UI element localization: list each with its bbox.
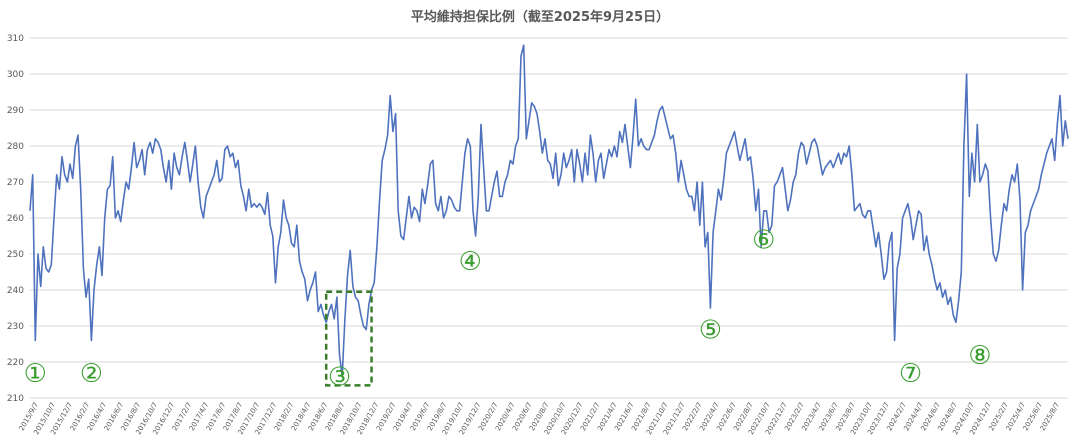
annotation-marker: ⑤	[699, 316, 722, 346]
annotation-marker: ①	[24, 359, 47, 389]
annotation-marker: ⑦	[899, 359, 922, 389]
y-tick-label: 280	[7, 142, 24, 152]
highlight-box	[324, 290, 373, 387]
chart-title: 平均維持担保比例（截至2025年9月25日）	[410, 10, 670, 25]
y-tick-label: 310	[7, 34, 24, 44]
y-tick-label: 270	[7, 178, 24, 188]
annotation-marker: ⑧	[968, 341, 991, 371]
y-tick-label: 230	[7, 322, 24, 332]
y-tick-label: 260	[7, 214, 24, 224]
y-tick-label: 250	[7, 250, 24, 260]
y-tick-label: 220	[7, 358, 24, 368]
y-tick-label: 300	[7, 70, 24, 80]
annotation-marker: ②	[80, 359, 103, 389]
y-tick-label: 240	[7, 286, 24, 296]
annotation-marker: ④	[459, 247, 482, 277]
annotation-marker: ③	[328, 362, 351, 392]
y-tick-label: 210	[7, 394, 24, 404]
y-tick-label: 290	[7, 106, 24, 116]
annotation-marker: ⑥	[752, 226, 775, 256]
series-line	[29, 44, 1069, 378]
